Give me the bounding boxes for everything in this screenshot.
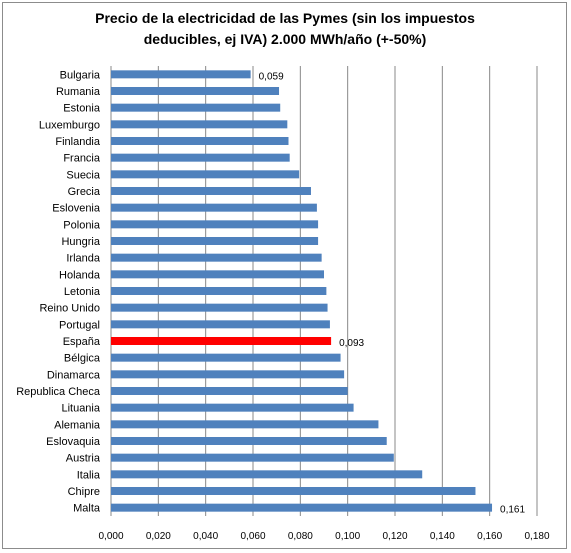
category-label: Austria: [66, 453, 101, 465]
data-labels: 0,059 0,093 0,161: [259, 71, 526, 515]
bar: [111, 137, 289, 145]
chart-title: Precio de la electricidad de las Pymes (…: [60, 8, 510, 50]
x-tick-label: 0,000: [98, 531, 123, 542]
category-label: Finlandia: [55, 136, 101, 148]
x-tick-label: 0,140: [430, 531, 455, 542]
category-label: Malta: [73, 503, 101, 515]
category-label: Rumania: [56, 86, 101, 98]
chart-title-line-2: deducibles, ej IVA) 2.000 MWh/año (+-50%…: [143, 31, 427, 47]
category-label: Bulgaria: [60, 69, 101, 81]
bar: [111, 270, 324, 279]
category-label: Polonia: [63, 219, 101, 231]
bar: [111, 303, 328, 312]
category-label: Letonia: [64, 286, 101, 298]
x-tick-label: 0,100: [335, 531, 360, 542]
data-label: 0,093: [339, 338, 364, 349]
bar: [111, 337, 332, 345]
category-label: Suecia: [66, 169, 101, 181]
category-label: Reino Unido: [39, 303, 100, 315]
x-tick-label: 0,060: [240, 531, 265, 542]
category-label: Italia: [77, 469, 101, 481]
bar: [111, 353, 341, 362]
category-label: Alemania: [54, 419, 101, 431]
category-label: Eslovenia: [52, 203, 101, 215]
category-label: Holanda: [59, 269, 101, 281]
category-label: Luxemburgo: [39, 119, 100, 131]
x-tick-label: 0,160: [477, 531, 502, 542]
category-label: Grecia: [68, 186, 101, 198]
category-label: Dinamarca: [47, 369, 101, 381]
bar: [111, 170, 300, 179]
data-label: 0,059: [259, 71, 284, 82]
bar: [111, 387, 348, 395]
bar: [111, 203, 317, 212]
x-tick-label: 0,020: [146, 531, 171, 542]
chart-title-line-1: Precio de la electricidad de las Pymes (…: [95, 10, 475, 26]
category-label: Portugal: [59, 319, 100, 331]
x-tick-label: 0,180: [524, 531, 549, 542]
bar: [111, 87, 280, 95]
bar: [111, 220, 319, 229]
category-labels: Bulgaria Rumania Estonia Luxemburgo Finlandi…: [16, 69, 101, 514]
bar: [111, 470, 423, 479]
bar: [111, 237, 319, 245]
bar: [111, 103, 281, 112]
category-label: Eslovaquia: [46, 436, 101, 448]
bar: [111, 453, 394, 462]
category-label: Bélgica: [64, 353, 101, 365]
category-label: Hungria: [61, 236, 100, 248]
bar: [111, 120, 288, 129]
bar: [111, 320, 330, 329]
category-label: Irlanda: [66, 253, 101, 265]
bar: [111, 403, 354, 412]
category-label: Francia: [63, 153, 101, 165]
bar: [111, 70, 251, 79]
x-tick-label: 0,080: [288, 531, 313, 542]
bar: [111, 487, 476, 495]
x-tick-label: 0,040: [193, 531, 218, 542]
bar: [111, 503, 493, 512]
bars: [111, 70, 493, 512]
bar: [111, 420, 379, 429]
category-label: Lituania: [61, 403, 100, 415]
category-label: España: [63, 336, 101, 348]
bar: [111, 253, 322, 262]
bar: [111, 153, 290, 162]
category-label: Estonia: [63, 103, 101, 115]
bar: [111, 370, 345, 379]
category-label: Republica Checa: [16, 386, 101, 398]
bar: [111, 187, 311, 195]
x-tick-label: 0,120: [382, 531, 407, 542]
data-label: 0,161: [500, 505, 525, 516]
category-label: Chipre: [68, 486, 100, 498]
x-axis-ticks: 0,000 0,020 0,040 0,060 0,080 0,100 0,120 0,140…: [98, 531, 549, 542]
bar: [111, 287, 327, 295]
bar: [111, 437, 387, 445]
